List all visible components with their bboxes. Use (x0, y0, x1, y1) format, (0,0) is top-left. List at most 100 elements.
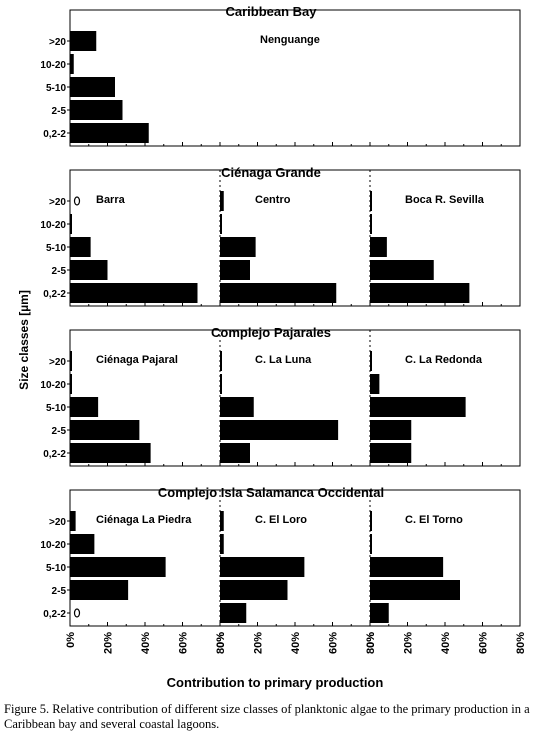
bar (70, 237, 91, 257)
bar (70, 443, 151, 463)
category-tick-label: 0,2-2 (43, 609, 66, 620)
x-tick-label: 40% (290, 632, 302, 654)
category-tick-label: 0,2-2 (43, 289, 66, 300)
bar (220, 534, 224, 554)
x-tick-label: 40% (140, 632, 152, 654)
x-tick-label: 80% (365, 632, 377, 654)
bar (370, 534, 372, 554)
category-tick-label: 2-5 (52, 426, 67, 437)
panel-label: Ciénaga La Piedra (96, 514, 192, 526)
bar (70, 260, 108, 280)
panel-group: Caribbean Bay >20 10-20 5-10 2-5 0,2-2 Nenguan… (40, 4, 521, 147)
bar (370, 443, 412, 463)
category-tick-label: >20 (49, 197, 66, 208)
zero-marker (73, 608, 81, 618)
bar (70, 54, 74, 74)
category-tick-label: >20 (49, 517, 66, 528)
bar (70, 511, 76, 531)
group-title: Caribbean Bay (225, 4, 317, 19)
bar (70, 397, 99, 417)
bar (220, 237, 256, 257)
panel-label: C. La Luna (255, 354, 312, 366)
bar (370, 283, 470, 303)
x-tick-label: 60% (328, 632, 340, 654)
category-tick-label: 2-5 (52, 106, 67, 117)
bar (370, 397, 466, 417)
category-tick-label: 0,2-2 (43, 129, 66, 140)
bar (220, 603, 247, 623)
bar (370, 191, 372, 211)
x-tick-label: 80% (215, 632, 227, 654)
bar (70, 351, 72, 371)
category-tick-label: 2-5 (52, 266, 67, 277)
bar (70, 420, 140, 440)
x-tick-label: 60% (478, 632, 490, 654)
panel-label: C. El Loro (255, 514, 307, 526)
panel-group: Complejo Isla Salamanca Occidental >20 10-… (40, 485, 521, 627)
category-tick-label: 0,2-2 (43, 449, 66, 460)
category-tick-label: 5-10 (46, 563, 66, 574)
panel-group: Ciénaga Grande >20 10-20 5-10 2-5 0,2-2 Barra C… (40, 165, 521, 307)
bar (220, 420, 339, 440)
bar (70, 123, 149, 143)
x-axis-label: Contribution to primary production (167, 675, 384, 690)
bar (370, 260, 434, 280)
panel-label: Ciénaga Pajaral (96, 354, 178, 366)
category-tick-label: 10-20 (40, 380, 66, 391)
bar (220, 557, 305, 577)
bar (220, 214, 222, 234)
bar (220, 191, 224, 211)
bar (370, 351, 372, 371)
bar (370, 237, 387, 257)
panel-group: Complejo Pajarales >20 10-20 5-10 2-5 0,2-2 Ci… (40, 325, 521, 467)
bar (70, 580, 129, 600)
x-tick-label: 20% (253, 632, 265, 654)
x-tick-label: 60% (178, 632, 190, 654)
category-tick-label: 10-20 (40, 540, 66, 551)
bar (220, 374, 222, 394)
bar (70, 214, 72, 234)
x-tick-label: 0% (65, 632, 77, 648)
x-tick-label: 40% (440, 632, 452, 654)
bar (70, 557, 166, 577)
category-tick-label: >20 (49, 357, 66, 368)
category-tick-label: 5-10 (46, 243, 66, 254)
panel-label: C. El Torno (405, 514, 463, 526)
panel-label: Centro (255, 194, 291, 206)
category-tick-label: 10-20 (40, 220, 66, 231)
bar (220, 580, 288, 600)
bar (70, 77, 115, 97)
bar (70, 283, 198, 303)
group-title: Ciénaga Grande (221, 165, 321, 180)
x-tick-label: 20% (403, 632, 415, 654)
bar (220, 260, 250, 280)
bar (70, 374, 72, 394)
bar (370, 557, 444, 577)
panel-label: Nenguange (260, 34, 320, 46)
figure-chart: Caribbean Bay >20 10-20 5-10 2-5 0,2-2 Nenguan… (17, 4, 527, 690)
bar (70, 31, 97, 51)
category-tick-label: 5-10 (46, 403, 66, 414)
bar (370, 374, 380, 394)
x-tick-label: 80% (515, 632, 527, 654)
x-tick-label: 0% (365, 632, 377, 648)
x-tick-label: 0% (215, 632, 227, 648)
panel-label: C. La Redonda (405, 354, 483, 366)
bar (370, 420, 412, 440)
bar (220, 511, 224, 531)
panel-label: Barra (96, 194, 126, 206)
bar (370, 603, 389, 623)
bar (370, 214, 372, 234)
category-tick-label: >20 (49, 37, 66, 48)
y-axis-label: Size classes [µm] (17, 290, 31, 390)
panel-label: Boca R. Sevilla (405, 194, 485, 206)
figure-caption: Figure 5. Relative contribution of diffe… (4, 702, 530, 731)
bar (370, 580, 460, 600)
group-title: Complejo Pajarales (211, 325, 331, 340)
bar (220, 443, 250, 463)
bar (220, 351, 222, 371)
bar (220, 283, 337, 303)
zero-marker (73, 196, 81, 206)
bar (370, 511, 372, 531)
group-title: Complejo Isla Salamanca Occidental (158, 485, 384, 500)
